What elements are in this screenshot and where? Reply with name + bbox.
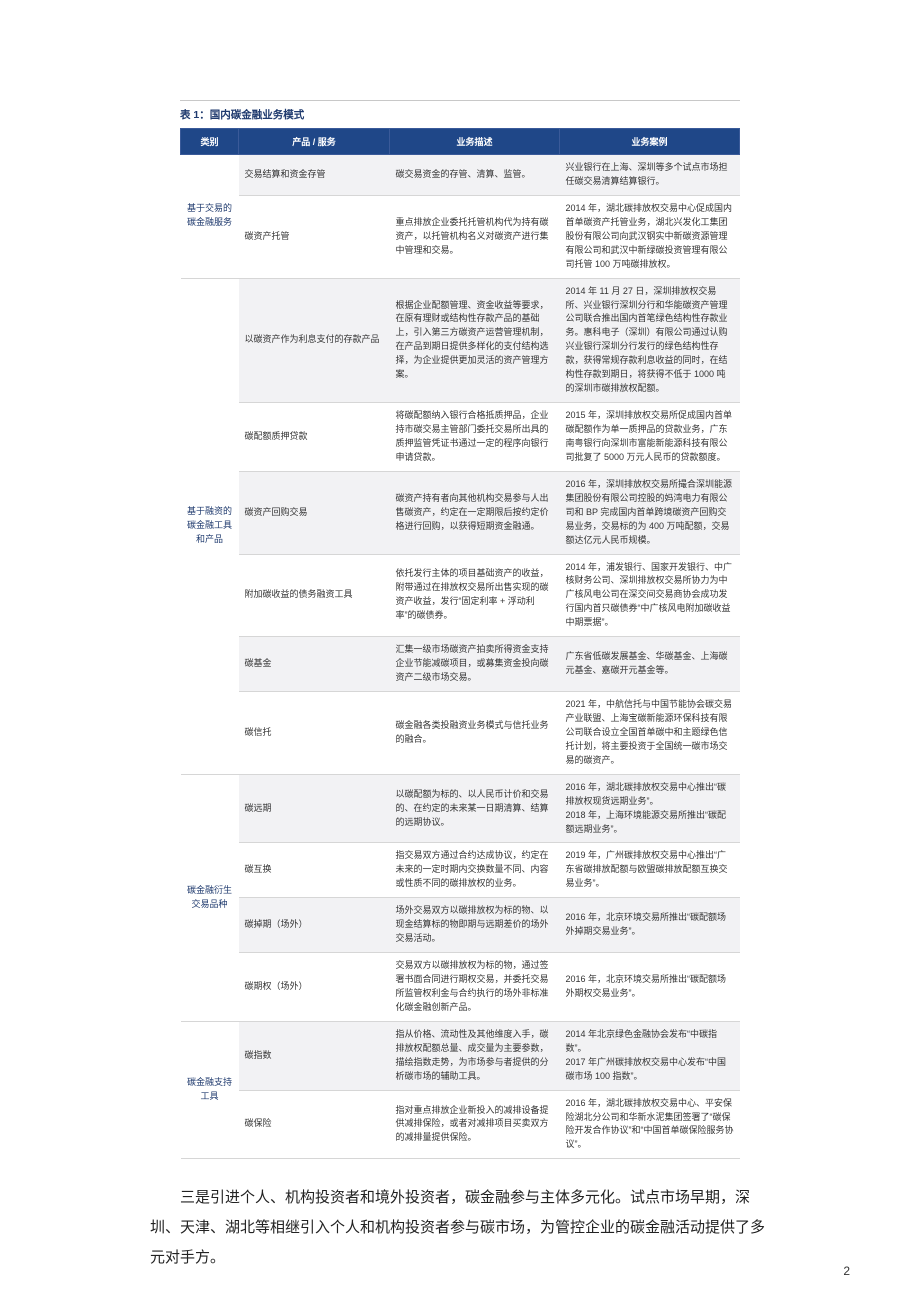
- product-cell: 碳资产托管: [239, 195, 390, 278]
- case-cell: 广东省低碳发展基金、华碳基金、上海碳元基金、嘉碳开元基金等。: [560, 637, 740, 692]
- table-row: 基于融资的碳金融工具和产品以碳资产作为利息支付的存款产品根据企业配额管理、资金收…: [181, 278, 740, 403]
- table-row: 碳金融支持工具碳指数指从价格、流动性及其他维度入手，碳排放权配额总量、成交量为主…: [181, 1021, 740, 1090]
- table-row: 碳基金汇集一级市场碳资产拍卖所得资金支持企业节能减碳项目，或募集资金投向碳资产二…: [181, 637, 740, 692]
- description-cell: 依托发行主体的项目基础资产的收益，附带通过在排放权交易所出售实现的碳资产收益，发…: [390, 554, 560, 637]
- product-cell: 碳保险: [239, 1090, 390, 1159]
- table-row: 碳信托碳金融各类投融资业务模式与信托业务的融合。2021 年，中航信托与中国节能…: [181, 692, 740, 775]
- product-cell: 碳基金: [239, 637, 390, 692]
- table-row: 碳保险指对重点排放企业新投入的减排设备提供减排保险，或者对减排项目买卖双方的减排…: [181, 1090, 740, 1159]
- description-cell: 汇集一级市场碳资产拍卖所得资金支持企业节能减碳项目，或募集资金投向碳资产二级市场…: [390, 637, 560, 692]
- category-cell: 碳金融支持工具: [181, 1021, 239, 1159]
- table-row: 基于交易的碳金融服务交易结算和资金存管碳交易资金的存管、清算、监管。兴业银行在上…: [181, 155, 740, 196]
- description-cell: 碳资产持有者向其他机构交易参与人出售碳资产，约定在一定期限后按约定价格进行回购，…: [390, 471, 560, 554]
- description-cell: 以碳配额为标的、以人民币计价和交易的、在约定的未来某一日期清算、结算的远期协议。: [390, 774, 560, 843]
- description-cell: 场外交易双方以碳排放权为标的物、以现金结算标的物即期与远期差价的场外交易活动。: [390, 898, 560, 953]
- table-row: 碳配额质押贷款将碳配额纳入银行合格抵质押品，企业持市碳交易主管部门委托交易所出具…: [181, 403, 740, 472]
- description-cell: 根据企业配额管理、资金收益等要求，在原有理财或结构性存款产品的基础上，引入第三方…: [390, 278, 560, 403]
- description-cell: 碳金融各类投融资业务模式与信托业务的融合。: [390, 692, 560, 775]
- table-row: 碳资产托管重点排放企业委托托管机构代为持有碳资产，以托管机构名义对碳资产进行集中…: [181, 195, 740, 278]
- case-cell: 2014 年北京绿色金融协会发布“中碳指数”。 2017 年广州碳排放权交易中心…: [560, 1021, 740, 1090]
- description-cell: 指对重点排放企业新投入的减排设备提供减排保险，或者对减排项目买卖双方的减排量提供…: [390, 1090, 560, 1159]
- case-cell: 2016 年，北京环境交易所推出“碳配额场外掉期交易业务”。: [560, 898, 740, 953]
- table-row: 附加碳收益的债务融资工具依托发行主体的项目基础资产的收益，附带通过在排放权交易所…: [181, 554, 740, 637]
- product-cell: 碳期权（场外）: [239, 953, 390, 1022]
- table-header-row: 类别 产品 / 服务 业务描述 业务案例: [181, 129, 740, 155]
- product-cell: 碳远期: [239, 774, 390, 843]
- table-row: 碳掉期（场外）场外交易双方以碳排放权为标的物、以现金结算标的物即期与远期差价的场…: [181, 898, 740, 953]
- product-cell: 碳指数: [239, 1021, 390, 1090]
- product-cell: 交易结算和资金存管: [239, 155, 390, 196]
- table-body: 基于交易的碳金融服务交易结算和资金存管碳交易资金的存管、清算、监管。兴业银行在上…: [181, 155, 740, 1159]
- table-row: 碳资产回购交易碳资产持有者向其他机构交易参与人出售碳资产，约定在一定期限后按约定…: [181, 471, 740, 554]
- product-cell: 附加碳收益的债务融资工具: [239, 554, 390, 637]
- table-title: 表 1：国内碳金融业务模式: [180, 100, 740, 128]
- description-cell: 指交易双方通过合约达成协议，约定在未来的一定时期内交换数量不同、内容或性质不同的…: [390, 843, 560, 898]
- body-paragraph-block: 三是引进个人、机构投资者和境外投资者，碳金融参与主体多元化。试点市场早期，深圳、…: [150, 1183, 770, 1273]
- carbon-finance-table: 类别 产品 / 服务 业务描述 业务案例 基于交易的碳金融服务交易结算和资金存管…: [180, 128, 740, 1159]
- case-cell: 2014 年，湖北碳排放权交易中心促成国内首单碳资产托管业务，湖北兴发化工集团股…: [560, 195, 740, 278]
- case-cell: 2016 年，湖北碳排放权交易中心推出“碳排放权现货远期业务”。 2018 年，…: [560, 774, 740, 843]
- case-cell: 兴业银行在上海、深圳等多个试点市场担任碳交易清算结算银行。: [560, 155, 740, 196]
- case-cell: 2014 年 11 月 27 日，深圳排放权交易所、兴业银行深圳分行和华能碳资产…: [560, 278, 740, 403]
- table-row: 碳期权（场外）交易双方以碳排放权为标的物，通过签署书面合同进行期权交易，并委托交…: [181, 953, 740, 1022]
- col-header-case: 业务案例: [560, 129, 740, 155]
- product-cell: 碳掉期（场外）: [239, 898, 390, 953]
- product-cell: 以碳资产作为利息支付的存款产品: [239, 278, 390, 403]
- col-header-category: 类别: [181, 129, 239, 155]
- description-cell: 指从价格、流动性及其他维度入手，碳排放权配额总量、成交量为主要参数，描绘指数走势…: [390, 1021, 560, 1090]
- case-cell: 2019 年，广州碳排放权交易中心推出“广东省碳排放配额与欧盟碳排放配额互换交易…: [560, 843, 740, 898]
- case-cell: 2015 年，深圳排放权交易所促成国内首单碳配额作为单一质押品的贷款业务，广东南…: [560, 403, 740, 472]
- category-cell: 基于融资的碳金融工具和产品: [181, 278, 239, 774]
- product-cell: 碳资产回购交易: [239, 471, 390, 554]
- table-container: 表 1：国内碳金融业务模式 类别 产品 / 服务 业务描述 业务案例 基于交易的…: [180, 100, 740, 1159]
- col-header-product: 产品 / 服务: [239, 129, 390, 155]
- product-cell: 碳互换: [239, 843, 390, 898]
- body-paragraph: 三是引进个人、机构投资者和境外投资者，碳金融参与主体多元化。试点市场早期，深圳、…: [150, 1183, 770, 1273]
- description-cell: 交易双方以碳排放权为标的物，通过签署书面合同进行期权交易，并委托交易所监管权利金…: [390, 953, 560, 1022]
- description-cell: 将碳配额纳入银行合格抵质押品，企业持市碳交易主管部门委托交易所出具的质押监管凭证…: [390, 403, 560, 472]
- case-cell: 2016 年，北京环境交易所推出“碳配额场外期权交易业务”。: [560, 953, 740, 1022]
- case-cell: 2016 年，湖北碳排放权交易中心、平安保险湖北分公司和华新水泥集团签署了“碳保…: [560, 1090, 740, 1159]
- product-cell: 碳信托: [239, 692, 390, 775]
- category-cell: 碳金融衍生交易品种: [181, 774, 239, 1021]
- case-cell: 2014 年，浦发银行、国家开发银行、中广核财务公司、深圳排放权交易所协力为中广…: [560, 554, 740, 637]
- product-cell: 碳配额质押贷款: [239, 403, 390, 472]
- description-cell: 碳交易资金的存管、清算、监管。: [390, 155, 560, 196]
- table-row: 碳金融衍生交易品种碳远期以碳配额为标的、以人民币计价和交易的、在约定的未来某一日…: [181, 774, 740, 843]
- case-cell: 2021 年，中航信托与中国节能协会碳交易产业联盟、上海宝碳新能源环保科技有限公…: [560, 692, 740, 775]
- category-cell: 基于交易的碳金融服务: [181, 155, 239, 279]
- page-number: 2: [843, 1264, 850, 1278]
- description-cell: 重点排放企业委托托管机构代为持有碳资产，以托管机构名义对碳资产进行集中管理和交易…: [390, 195, 560, 278]
- case-cell: 2016 年，深圳排放权交易所撮合深圳能源集团股份有限公司控股的妈湾电力有限公司…: [560, 471, 740, 554]
- col-header-desc: 业务描述: [390, 129, 560, 155]
- table-row: 碳互换指交易双方通过合约达成协议，约定在未来的一定时期内交换数量不同、内容或性质…: [181, 843, 740, 898]
